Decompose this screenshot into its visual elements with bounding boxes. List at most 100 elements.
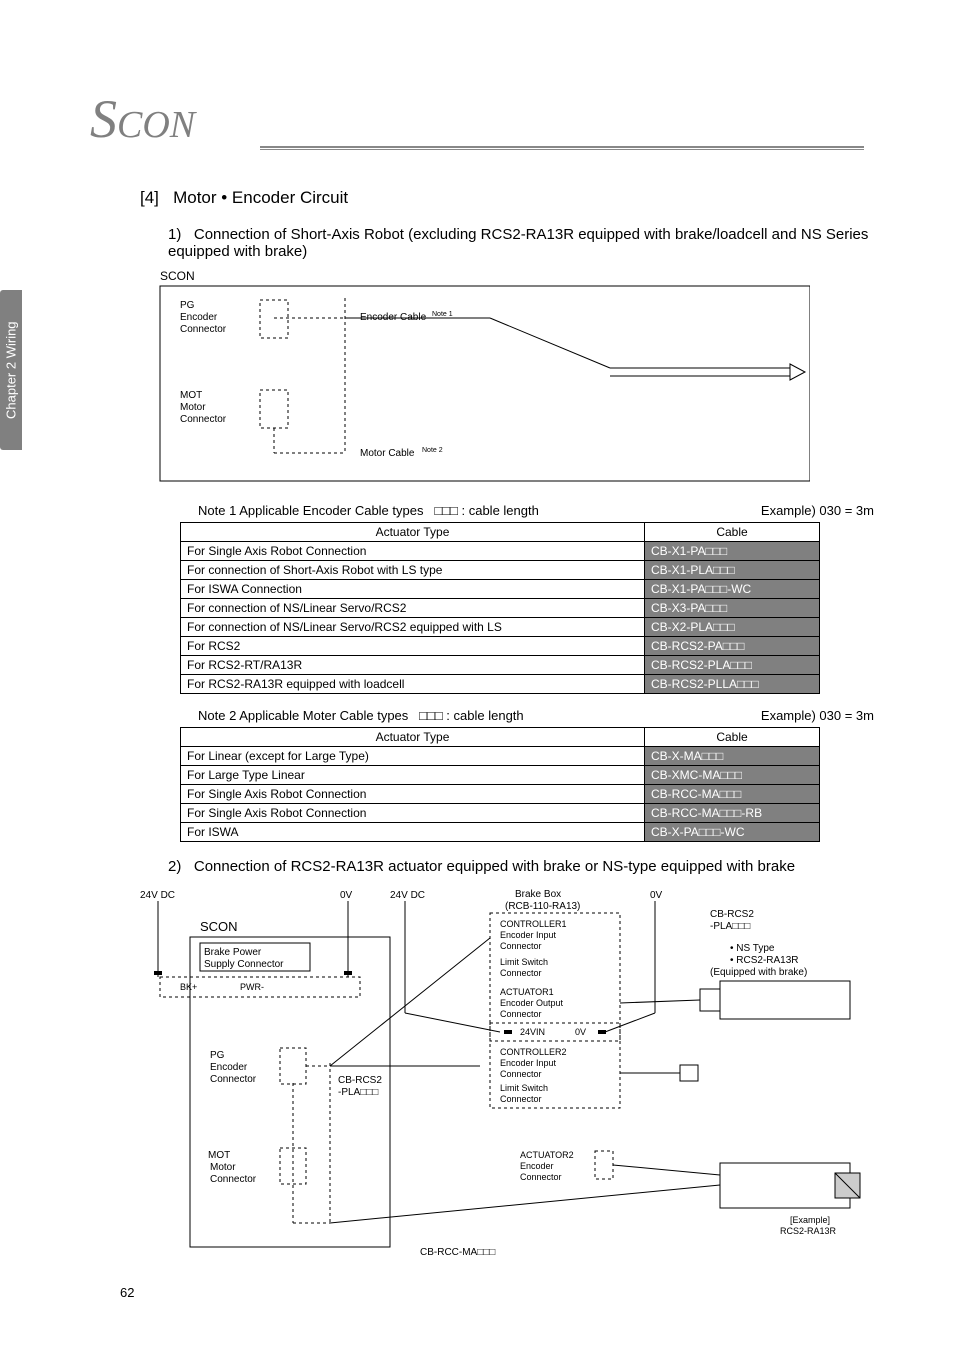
t1-r6c0: For RCS2-RT/RA13R xyxy=(181,656,645,675)
d1-scon: SCON xyxy=(160,269,195,283)
svg-text:RCS2-RA13R: RCS2-RA13R xyxy=(780,1226,837,1236)
svg-text:SCON: SCON xyxy=(200,919,238,934)
svg-text:Connector: Connector xyxy=(500,1069,542,1079)
page-number: 62 xyxy=(120,1285,134,1300)
t2-r3c0: For Single Axis Robot Connection xyxy=(181,804,645,823)
svg-text:Encoder: Encoder xyxy=(520,1161,554,1171)
svg-text:Connector: Connector xyxy=(210,1074,257,1085)
svg-text:24V DC: 24V DC xyxy=(390,890,425,901)
item-1-text: Connection of Short-Axis Robot (excludin… xyxy=(168,226,868,260)
t2-r1c1: CB-XMC-MA□□□ xyxy=(645,766,820,785)
svg-text:(RCB-110-RA13): (RCB-110-RA13) xyxy=(505,901,580,912)
svg-text:Encoder Input: Encoder Input xyxy=(500,930,557,940)
note2-right: Example) 030 = 3m xyxy=(761,708,874,723)
t1-r2c1: CB-X1-PA□□□-WC xyxy=(645,580,820,599)
svg-text:PG: PG xyxy=(210,1050,225,1061)
svg-text:Connector: Connector xyxy=(500,1094,542,1104)
t2-r1c0: For Large Type Linear xyxy=(181,766,645,785)
svg-text:Limit Switch: Limit Switch xyxy=(500,1083,548,1093)
svg-text:Connector: Connector xyxy=(210,1174,257,1185)
note1-mid: □□□ : cable length xyxy=(434,503,539,518)
note1-left: Note 1 Applicable Encoder Cable types xyxy=(198,503,423,518)
diagram-2-svg: 24V DC 0V 24V DC 0V SCON Brake Power Sup… xyxy=(100,883,880,1263)
t1-r6c1: CB-RCS2-PLA□□□ xyxy=(645,656,820,675)
svg-text:Connector: Connector xyxy=(180,324,227,335)
svg-text:• RCS2-RA13R: • RCS2-RA13R xyxy=(730,955,799,966)
svg-text:BK+: BK+ xyxy=(180,982,197,992)
t1-r3c0: For connection of NS/Linear Servo/RCS2 xyxy=(181,599,645,618)
table-2: Actuator Type Cable For Linear (except f… xyxy=(180,727,820,842)
t1-r0c0: For Single Axis Robot Connection xyxy=(181,542,645,561)
table-1: Actuator Type Cable For Single Axis Robo… xyxy=(180,522,820,694)
svg-text:24V DC: 24V DC xyxy=(140,890,175,901)
svg-text:-PLA□□□: -PLA□□□ xyxy=(338,1087,378,1098)
t2-h1: Cable xyxy=(645,728,820,747)
t2-r2c0: For Single Axis Robot Connection xyxy=(181,785,645,804)
item-1-num: 1) xyxy=(168,226,181,243)
t1-r3c1: CB-X3-PA□□□ xyxy=(645,599,820,618)
t1-r5c0: For RCS2 xyxy=(181,637,645,656)
logo: SCON xyxy=(90,88,195,150)
t1-r7c1: CB-RCS2-PLLA□□□ xyxy=(645,675,820,694)
svg-text:Encoder: Encoder xyxy=(180,312,218,323)
section-title: Motor • Encoder Circuit xyxy=(173,188,348,207)
diagram-1-svg: SCON PG Encoder Connector Encoder Cable … xyxy=(150,268,810,488)
svg-text:Limit Switch: Limit Switch xyxy=(500,957,548,967)
svg-text:24VIN: 24VIN xyxy=(520,1027,545,1037)
svg-text:Brake Box: Brake Box xyxy=(515,889,561,900)
svg-text:Note 1: Note 1 xyxy=(432,311,453,318)
note1-right: Example) 030 = 3m xyxy=(761,503,874,518)
section-heading: [4] Motor • Encoder Circuit xyxy=(140,188,874,208)
svg-text:CONTROLLER1: CONTROLLER1 xyxy=(500,919,567,929)
svg-text:-PLA□□□: -PLA□□□ xyxy=(710,921,750,932)
diagram-2: 24V DC 0V 24V DC 0V SCON Brake Power Sup… xyxy=(100,883,880,1263)
t2-r3c1: CB-RCC-MA□□□-RB xyxy=(645,804,820,823)
svg-text:ACTUATOR2: ACTUATOR2 xyxy=(520,1150,574,1160)
t1-r2c0: For ISWA Connection xyxy=(181,580,645,599)
svg-text:Connector: Connector xyxy=(520,1172,562,1182)
svg-text:Connector: Connector xyxy=(500,941,542,951)
header: SCON xyxy=(90,88,864,150)
item-2-num: 2) xyxy=(168,858,181,875)
svg-text:0V: 0V xyxy=(575,1027,586,1037)
svg-text:ACTUATOR1: ACTUATOR1 xyxy=(500,987,554,997)
svg-text:Brake Power: Brake Power xyxy=(204,947,262,958)
t1-r5c1: CB-RCS2-PA□□□ xyxy=(645,637,820,656)
t1-r1c1: CB-X1-PLA□□□ xyxy=(645,561,820,580)
t1-r1c0: For connection of Short-Axis Robot with … xyxy=(181,561,645,580)
svg-text:Note 2: Note 2 xyxy=(422,447,443,454)
svg-text:0V: 0V xyxy=(650,890,663,901)
note1-caption: Note 1 Applicable Encoder Cable types □□… xyxy=(198,503,874,518)
svg-text:• NS Type: • NS Type xyxy=(730,943,775,954)
t1-r4c1: CB-X2-PLA□□□ xyxy=(645,618,820,637)
t2-r0c1: CB-X-MA□□□ xyxy=(645,747,820,766)
svg-text:PG: PG xyxy=(180,300,195,311)
t1-r7c0: For RCS2-RA13R equipped with loadcell xyxy=(181,675,645,694)
t1-r0c1: CB-X1-PA□□□ xyxy=(645,542,820,561)
svg-text:Motor: Motor xyxy=(210,1162,236,1173)
t2-r4c0: For ISWA xyxy=(181,823,645,842)
svg-text:CONTROLLER2: CONTROLLER2 xyxy=(500,1047,567,1057)
svg-text:PWR-: PWR- xyxy=(240,982,264,992)
item-1: 1) Connection of Short-Axis Robot (exclu… xyxy=(168,226,874,260)
svg-text:MOT: MOT xyxy=(208,1150,230,1161)
svg-text:CB-RCS2: CB-RCS2 xyxy=(338,1075,382,1086)
svg-text:Motor: Motor xyxy=(180,402,206,413)
t2-r4c1: CB-X-PA□□□-WC xyxy=(645,823,820,842)
side-tab: Chapter 2 Wiring xyxy=(0,290,22,450)
svg-text:CB-RCC-MA□□□: CB-RCC-MA□□□ xyxy=(420,1247,495,1258)
note2-caption: Note 2 Applicable Moter Cable types □□□ … xyxy=(198,708,874,723)
svg-text:[Example]: [Example] xyxy=(790,1215,830,1225)
note2-left: Note 2 Applicable Moter Cable types xyxy=(198,708,408,723)
svg-text:Supply Connector: Supply Connector xyxy=(204,959,284,970)
item-2: 2) Connection of RCS2-RA13R actuator equ… xyxy=(168,858,874,875)
svg-text:Encoder Output: Encoder Output xyxy=(500,998,564,1008)
svg-text:CB-RCS2: CB-RCS2 xyxy=(710,909,754,920)
svg-text:Connector: Connector xyxy=(180,414,227,425)
t2-h0: Actuator Type xyxy=(181,728,645,747)
svg-text:Connector: Connector xyxy=(500,1009,542,1019)
section-num: [4] xyxy=(140,188,159,207)
header-rule xyxy=(260,146,864,150)
svg-text:Connector: Connector xyxy=(500,968,542,978)
svg-text:MOT: MOT xyxy=(180,390,202,401)
